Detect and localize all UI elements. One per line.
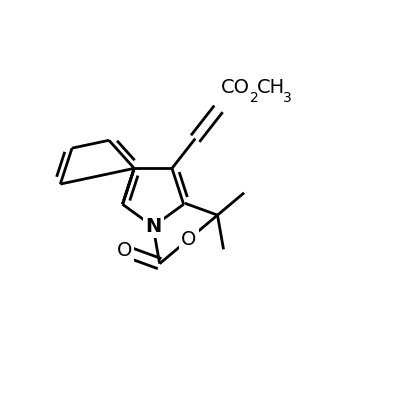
Text: O: O [181,230,196,249]
Text: 3: 3 [283,91,291,105]
Text: 2: 2 [250,91,259,105]
Text: CO: CO [221,77,249,97]
Text: O: O [116,241,132,260]
Text: N: N [145,217,161,236]
Text: CH: CH [256,77,285,97]
